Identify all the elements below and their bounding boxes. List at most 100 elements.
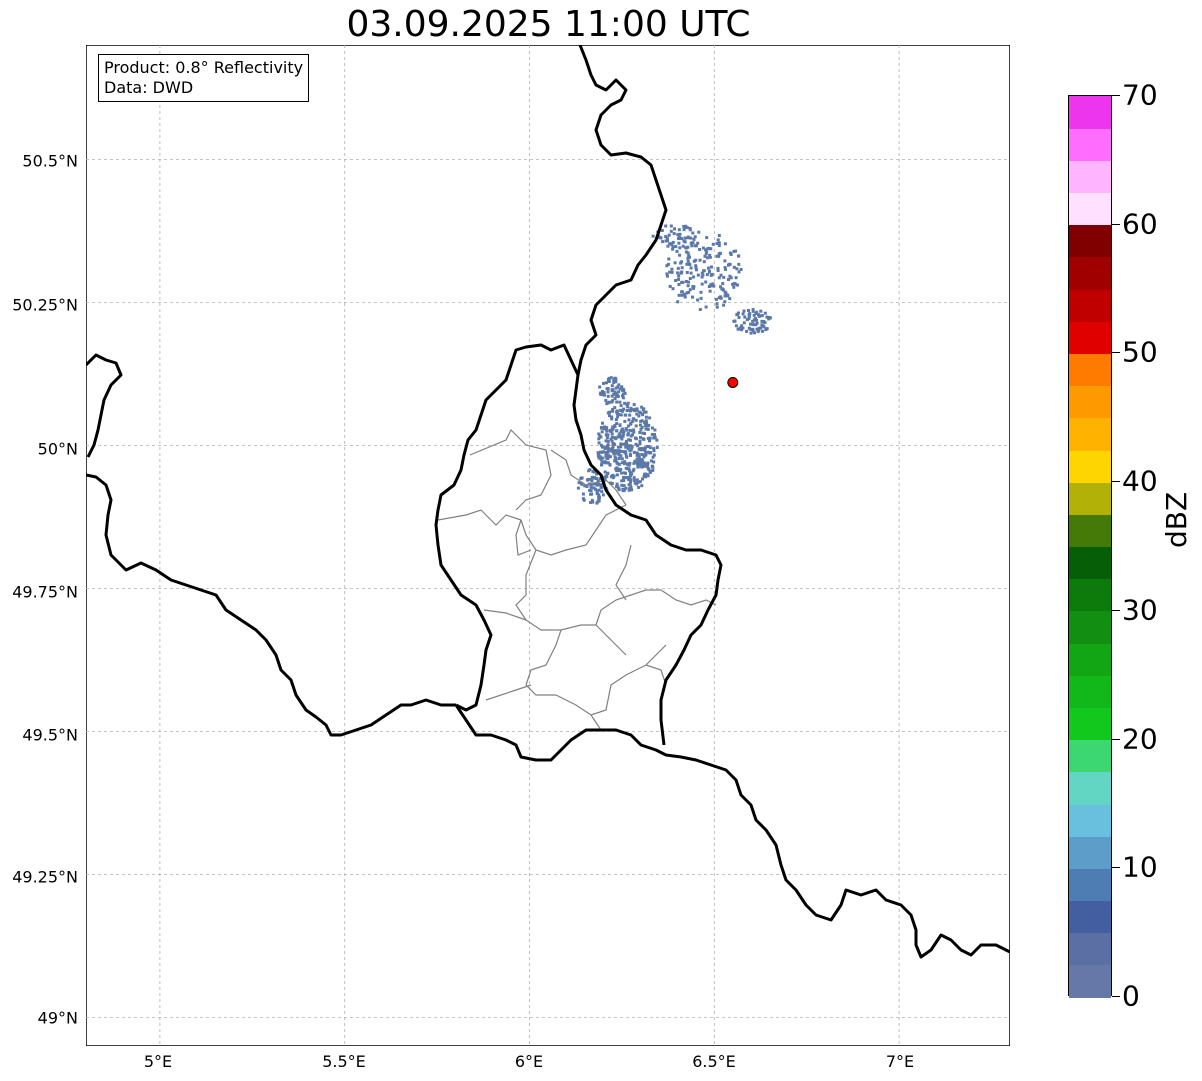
echo-pixel [666, 244, 670, 248]
colorbar-tick [1112, 481, 1120, 483]
echo-pixel [628, 476, 632, 480]
echo-pixel [621, 442, 625, 446]
echo-pixel [735, 267, 739, 271]
echo-pixel [664, 235, 668, 238]
echo-pixel [599, 457, 603, 461]
echo-pixel [722, 275, 726, 279]
colorbar-segment [1069, 192, 1111, 226]
echo-pixel [595, 472, 599, 476]
echo-pixel [606, 447, 610, 450]
echo-pixel [583, 484, 587, 488]
echo-pixel [680, 293, 684, 297]
echo-pixel [757, 328, 761, 332]
echo-pixel [660, 229, 664, 232]
echo-pixel [745, 318, 749, 322]
lon-tick-label: 6.5°E [692, 1052, 736, 1071]
echo-pixel [704, 280, 708, 284]
echo-pixel [686, 251, 690, 255]
echo-pixel [606, 394, 610, 398]
echo-pixel [667, 233, 671, 237]
echo-pixel [607, 380, 611, 383]
echo-pixel [685, 271, 689, 274]
echo-pixel [678, 232, 682, 236]
echo-pixel [638, 462, 642, 466]
echo-pixel [623, 419, 627, 423]
echo-pixel [724, 291, 728, 295]
echo-pixel [737, 270, 741, 274]
echo-pixel [629, 444, 633, 448]
echo-pixel [655, 446, 659, 449]
colorbar-segment [1069, 449, 1111, 483]
echo-pixel [614, 457, 618, 460]
echo-pixel [639, 419, 643, 423]
echo-pixel [672, 232, 676, 236]
echo-pixel [694, 264, 698, 268]
echo-pixel [740, 324, 744, 328]
echo-pixel [728, 262, 732, 266]
lon-tick-label: 5.5°E [322, 1052, 366, 1071]
echo-pixel [669, 224, 673, 228]
echo-pixel [650, 464, 654, 468]
echo-pixel [617, 467, 621, 471]
echo-pixel [708, 269, 711, 273]
echo-pixel [610, 384, 614, 388]
echo-pixel [667, 257, 671, 261]
echo-pixel [622, 430, 626, 434]
echo-pixel [632, 428, 636, 432]
echo-pixel [623, 471, 627, 475]
colorbar-tick-label: 70 [1122, 78, 1158, 112]
echo-pixel [634, 437, 638, 441]
lon-tick-label: 6°E [514, 1052, 544, 1071]
echo-pixel [624, 413, 628, 417]
echo-pixel [751, 308, 755, 312]
echo-pixel [590, 479, 594, 483]
echo-pixel [686, 256, 690, 260]
echo-pixel [611, 427, 615, 431]
echo-pixel [605, 456, 609, 460]
echo-pixel [677, 228, 681, 232]
echo-pixel [648, 439, 651, 443]
echo-pixel [651, 455, 655, 459]
echo-pixel [673, 227, 676, 231]
echo-pixel [580, 482, 584, 486]
echo-pixel [623, 391, 627, 395]
echo-pixel [606, 449, 610, 452]
echo-pixel [624, 445, 628, 449]
echo-pixel [618, 387, 622, 391]
echo-pixel [689, 271, 693, 275]
echo-pixel [641, 477, 644, 481]
echo-pixel [702, 269, 706, 273]
echo-pixel [736, 283, 739, 287]
echo-pixel [609, 447, 613, 451]
echo-pixel [599, 486, 603, 490]
echo-pixel [709, 284, 713, 288]
echo-pixel [622, 462, 626, 466]
echo-pixel [716, 238, 720, 242]
echo-pixel [701, 273, 705, 277]
echo-pixel [679, 271, 683, 275]
echo-pixel [723, 266, 727, 269]
echo-pixel [598, 455, 601, 459]
echo-pixel [605, 402, 609, 406]
echo-pixel [652, 436, 656, 440]
echo-pixel [716, 266, 720, 270]
echo-pixel [625, 409, 629, 412]
echo-pixel [683, 236, 687, 240]
echo-pixel [614, 467, 618, 471]
echo-pixel [651, 234, 655, 238]
echo-pixel [755, 318, 758, 322]
echo-pixel [614, 437, 618, 441]
echo-pixel [673, 261, 677, 265]
echo-pixel [632, 478, 636, 482]
echo-pixel [653, 433, 656, 436]
echo-pixel [600, 463, 603, 467]
echo-pixel [700, 282, 704, 286]
echo-pixel [616, 385, 620, 389]
echo-pixel [577, 481, 581, 485]
echo-pixel [635, 408, 639, 412]
echo-pixel [677, 283, 681, 286]
echo-pixel [607, 454, 611, 458]
echo-pixel [615, 410, 619, 414]
echo-pixel [751, 329, 755, 333]
echo-pixel [747, 326, 751, 330]
